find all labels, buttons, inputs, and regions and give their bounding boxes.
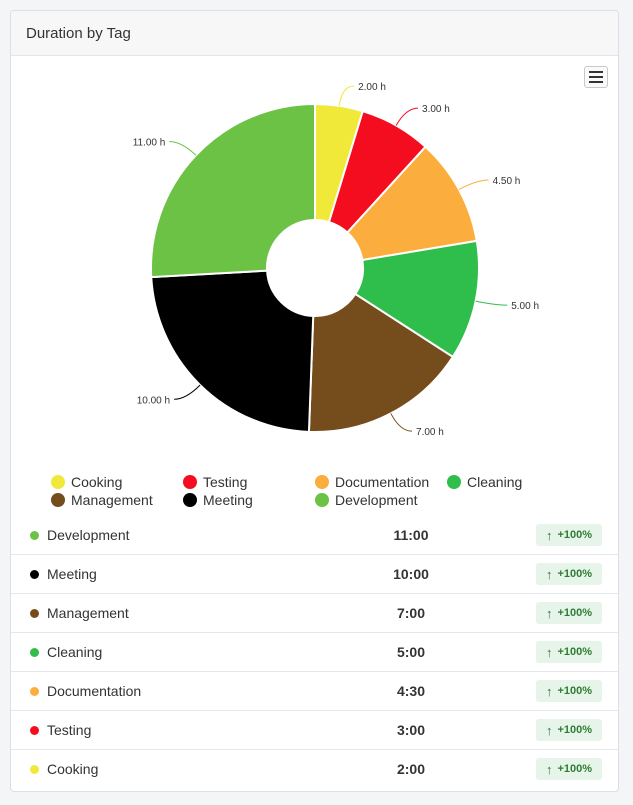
change-badge: ↑ +100% [536, 641, 602, 663]
legend-item-testing[interactable]: Testing [183, 474, 247, 490]
legend-label: Development [335, 492, 418, 508]
change-badge: ↑ +100% [536, 602, 602, 624]
tag-name: Meeting [47, 566, 97, 582]
data-label-meeting: 10.00 h [137, 395, 170, 406]
table-row: Management 7:00 ↑ +100% [11, 594, 618, 633]
tag-name: Cleaning [47, 644, 103, 660]
pie-slice-development[interactable] [150, 102, 316, 279]
donut-chart: 2.00 h 3.00 h 4.50 h 5.00 h 7.00 h 10.00 h 11.… [133, 82, 539, 438]
legend-marker [183, 475, 197, 489]
hamburger-icon-bar [589, 81, 603, 83]
tag-color-dot [30, 647, 39, 657]
tag-duration: 3:00 [396, 722, 426, 738]
change-badge: ↑ +100% [536, 719, 602, 741]
legend-marker [51, 475, 65, 489]
tag-color-dot [30, 725, 39, 735]
pie-slice-management[interactable] [307, 292, 455, 433]
duration-by-tag-card: Duration by Tag 2.00 h 3.00 h 4.50 h 5.00 h… [10, 10, 619, 792]
tag-duration: 7:00 [396, 605, 426, 621]
legend-label: Documentation [335, 474, 430, 490]
change-badge: ↑ +100% [536, 680, 602, 702]
legend-item-meeting[interactable]: Meeting [183, 492, 253, 508]
pie-slice-documentation[interactable] [345, 145, 478, 262]
tag-name: Testing [47, 722, 92, 738]
connector-line-cooking [338, 85, 355, 106]
change-badge: ↑ +100% [536, 563, 602, 585]
change-value: +100% [557, 646, 593, 658]
tag-duration: 2:00 [396, 761, 426, 777]
connector-line-development [169, 141, 197, 156]
legend-label: Testing [203, 474, 248, 490]
legend-item-development[interactable]: Development [315, 492, 418, 508]
connector-line-management [390, 413, 413, 432]
tag-color-dot [30, 686, 39, 696]
tag-name: Documentation [47, 683, 142, 699]
hamburger-icon-bar [589, 71, 603, 73]
tag-duration: 11:00 [393, 527, 429, 543]
connector-line-documentation [458, 179, 489, 190]
pie-slice-cleaning[interactable] [353, 239, 480, 359]
change-value: +100% [557, 529, 593, 541]
legend-item-cooking[interactable]: Cooking [51, 474, 122, 490]
connector-line-cleaning [475, 300, 508, 306]
tag-name: Management [47, 605, 129, 621]
legend-item-management[interactable]: Management [51, 492, 153, 508]
tag-duration: 10:00 [393, 566, 429, 582]
tag-color-dot [30, 608, 39, 618]
change-badge: ↑ +100% [536, 524, 602, 546]
arrow-up-icon: ↑ [545, 527, 553, 543]
chart-menu-button[interactable] [584, 66, 608, 88]
legend-marker [315, 493, 329, 507]
tag-duration: 4:30 [396, 683, 426, 699]
change-value: +100% [557, 685, 593, 697]
card-header: Duration by Tag [11, 11, 618, 56]
data-label-development: 11.00 h [133, 138, 166, 149]
legend-item-documentation[interactable]: Documentation [315, 474, 429, 490]
change-value: +100% [557, 763, 593, 775]
change-value: +100% [557, 568, 593, 580]
tag-color-dot [30, 764, 39, 774]
connector-line-testing [395, 107, 419, 126]
data-label-documentation: 4.50 h [493, 176, 521, 187]
legend-marker [315, 475, 329, 489]
legend-marker [183, 493, 197, 507]
change-value: +100% [557, 724, 593, 736]
duration-table: Development 11:00 ↑ +100% Meeting 10:00 ↑ +100%… [11, 516, 618, 788]
tag-name: Development [47, 527, 130, 543]
arrow-up-icon: ↑ [545, 605, 553, 621]
legend-marker [447, 475, 461, 489]
legend-label: Cooking [71, 474, 123, 490]
legend-item-cleaning[interactable]: Cleaning [447, 474, 522, 490]
arrow-up-icon: ↑ [545, 683, 553, 699]
change-badge: ↑ +100% [536, 758, 602, 780]
change-value: +100% [557, 607, 593, 619]
table-row: Cooking 2:00 ↑ +100% [11, 750, 618, 788]
legend-label: Management [71, 492, 153, 508]
table-row: Development 11:00 ↑ +100% [11, 516, 618, 555]
legend-marker [51, 493, 65, 507]
arrow-up-icon: ↑ [545, 566, 553, 582]
table-row: Meeting 10:00 ↑ +100% [11, 555, 618, 594]
tag-color-dot [30, 569, 39, 579]
legend-label: Cleaning [467, 474, 523, 490]
hamburger-icon-bar [589, 76, 603, 78]
data-label-cleaning: 5.00 h [511, 301, 539, 312]
data-label-cooking: 2.00 h [358, 82, 386, 93]
tag-duration: 5:00 [396, 644, 426, 660]
data-label-testing: 3.00 h [422, 104, 450, 115]
connector-line-meeting [174, 384, 201, 400]
arrow-up-icon: ↑ [545, 761, 553, 777]
tag-name: Cooking [47, 761, 99, 777]
table-row: Testing 3:00 ↑ +100% [11, 711, 618, 750]
table-row: Cleaning 5:00 ↑ +100% [11, 633, 618, 672]
pie-slice-meeting[interactable] [150, 269, 315, 433]
arrow-up-icon: ↑ [545, 722, 553, 738]
legend-label: Meeting [203, 492, 253, 508]
tag-color-dot [30, 530, 39, 540]
arrow-up-icon: ↑ [545, 644, 553, 660]
table-row: Documentation 4:30 ↑ +100% [11, 672, 618, 711]
card-title: Duration by Tag [26, 24, 131, 42]
chart-area: 2.00 h 3.00 h 4.50 h 5.00 h 7.00 h 10.00 h 11.… [11, 56, 618, 516]
data-label-management: 7.00 h [416, 427, 444, 438]
